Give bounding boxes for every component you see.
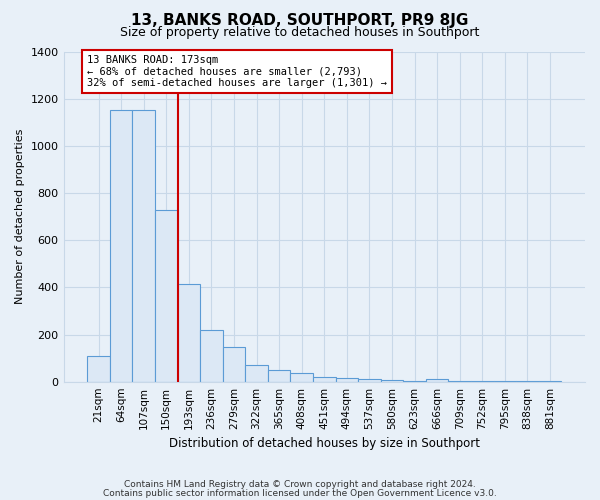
Bar <box>539 381 561 382</box>
Bar <box>516 381 539 382</box>
Bar <box>223 348 245 382</box>
Text: Contains public sector information licensed under the Open Government Licence v3: Contains public sector information licen… <box>103 488 497 498</box>
Bar <box>426 380 448 382</box>
Text: 13, BANKS ROAD, SOUTHPORT, PR9 8JG: 13, BANKS ROAD, SOUTHPORT, PR9 8JG <box>131 12 469 28</box>
Bar <box>358 380 381 382</box>
Bar <box>87 356 110 382</box>
Bar <box>335 378 358 382</box>
Bar <box>381 380 403 382</box>
Bar <box>494 381 516 382</box>
Bar <box>155 210 178 382</box>
Bar <box>448 380 471 382</box>
Y-axis label: Number of detached properties: Number of detached properties <box>15 129 25 304</box>
Text: 13 BANKS ROAD: 173sqm
← 68% of detached houses are smaller (2,793)
32% of semi-d: 13 BANKS ROAD: 173sqm ← 68% of detached … <box>87 55 387 88</box>
Text: Contains HM Land Registry data © Crown copyright and database right 2024.: Contains HM Land Registry data © Crown c… <box>124 480 476 489</box>
Bar <box>268 370 290 382</box>
Bar <box>471 381 494 382</box>
Bar <box>110 110 133 382</box>
X-axis label: Distribution of detached houses by size in Southport: Distribution of detached houses by size … <box>169 437 480 450</box>
Bar <box>245 364 268 382</box>
Text: Size of property relative to detached houses in Southport: Size of property relative to detached ho… <box>121 26 479 39</box>
Bar <box>313 377 335 382</box>
Bar <box>178 284 200 382</box>
Bar <box>133 110 155 382</box>
Bar <box>403 380 426 382</box>
Bar <box>200 330 223 382</box>
Bar <box>290 374 313 382</box>
